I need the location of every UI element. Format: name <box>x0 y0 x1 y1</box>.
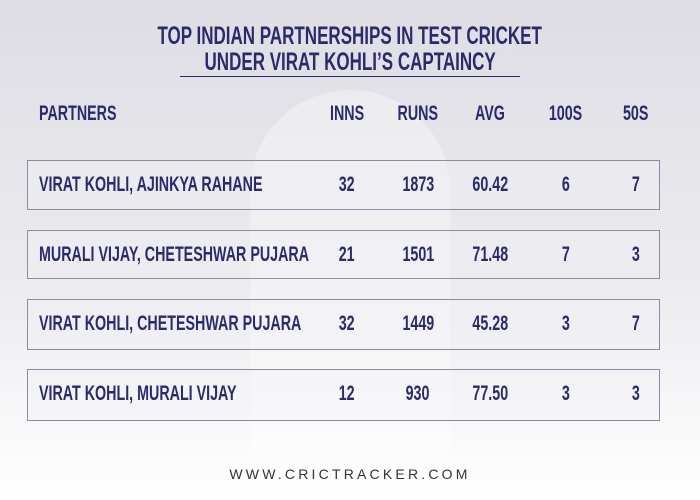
column-header: PARTNERS <box>39 102 153 126</box>
title-text: UNDER VIRAT KOHLI’S CAPTAINCY <box>204 48 496 76</box>
stat-cell: 32 <box>297 173 397 197</box>
stat-cell: 930 <box>368 382 468 406</box>
stat-cell: 21 <box>297 243 397 267</box>
column-header-text: 100S <box>549 102 583 125</box>
stat-cell: 77.50 <box>440 382 540 406</box>
background-figure <box>250 90 450 490</box>
stat-cell-text: 3 <box>562 312 570 335</box>
column-header-text: PARTNERS <box>39 102 117 125</box>
stat-cell: 7 <box>516 243 616 267</box>
stat-cell-text: 32 <box>339 312 355 335</box>
stat-cell: 45.28 <box>440 312 540 336</box>
stat-cell: 71.48 <box>440 243 540 267</box>
title-underline <box>180 76 520 77</box>
stat-cell: 60.42 <box>440 173 540 197</box>
stat-cell-text: 77.50 <box>472 382 508 405</box>
column-header-text: 50S <box>623 102 649 125</box>
stat-cell: 1449 <box>368 312 468 336</box>
column-header-text: INNS <box>329 102 365 125</box>
stat-cell-text: 6 <box>562 173 570 196</box>
stat-cell-text: 930 <box>406 382 430 405</box>
partners-cell: VIRAT KOHLI, AJINKYA RAHANE <box>39 173 368 197</box>
title-line: TOP INDIAN PARTNERSHIPS IN TEST CRICKET <box>0 22 700 51</box>
row-box <box>27 369 660 421</box>
stat-cell: 3 <box>516 382 616 406</box>
column-header: INNS <box>297 102 397 126</box>
row-box <box>27 230 660 279</box>
title-line: UNDER VIRAT KOHLI’S CAPTAINCY <box>0 48 700 77</box>
column-header: AVG <box>440 102 540 126</box>
stat-cell: 3 <box>586 382 686 406</box>
stat-cell: 3 <box>586 243 686 267</box>
stat-cell-text: 3 <box>632 382 640 405</box>
stat-cell: 12 <box>297 382 397 406</box>
partners-cell-text: MURALI VIJAY, CHETESHWAR PUJARA <box>39 243 310 266</box>
stat-cell-text: 3 <box>632 243 640 266</box>
partners-cell: MURALI VIJAY, CHETESHWAR PUJARA <box>39 243 436 267</box>
stat-cell: 7 <box>586 312 686 336</box>
column-header-text: AVG <box>475 102 505 125</box>
stat-cell: 32 <box>297 312 397 336</box>
stat-cell-text: 12 <box>339 382 355 405</box>
partners-cell: VIRAT KOHLI, CHETESHWAR PUJARA <box>39 312 425 336</box>
title-text: TOP INDIAN PARTNERSHIPS IN TEST CRICKET <box>157 22 543 50</box>
partners-cell-text: VIRAT KOHLI, CHETESHWAR PUJARA <box>39 312 302 335</box>
partners-cell-text: VIRAT KOHLI, MURALI VIJAY <box>39 382 237 405</box>
stat-cell-text: 21 <box>339 243 355 266</box>
stat-cell-text: 7 <box>562 243 570 266</box>
partners-cell-text: VIRAT KOHLI, AJINKYA RAHANE <box>39 173 263 196</box>
stat-cell-text: 7 <box>632 173 640 196</box>
stat-cell-text: 71.48 <box>472 243 508 266</box>
stat-cell-text: 1501 <box>402 243 434 266</box>
stat-cell-text: 32 <box>339 173 355 196</box>
website: WWW.CRICTRACKER.COM <box>229 466 471 482</box>
stat-cell: 1873 <box>368 173 468 197</box>
stat-cell-text: 45.28 <box>472 312 508 335</box>
stat-cell-text: 1449 <box>402 312 434 335</box>
column-header: 100S <box>516 102 616 126</box>
stat-cell: 1501 <box>368 243 468 267</box>
stat-cell: 3 <box>516 312 616 336</box>
column-header-text: RUNS <box>397 102 439 125</box>
stat-cell-text: 60.42 <box>472 173 508 196</box>
stat-cell-text: 7 <box>632 312 640 335</box>
column-header: RUNS <box>368 102 468 126</box>
stat-cell-text: 3 <box>562 382 570 405</box>
partners-cell: VIRAT KOHLI, MURALI VIJAY <box>39 382 330 406</box>
stat-cell-text: 1873 <box>402 173 434 196</box>
stat-cell: 7 <box>586 173 686 197</box>
row-box <box>27 160 660 210</box>
stat-cell: 6 <box>516 173 616 197</box>
column-header: 50S <box>586 102 686 126</box>
row-box <box>27 299 660 350</box>
